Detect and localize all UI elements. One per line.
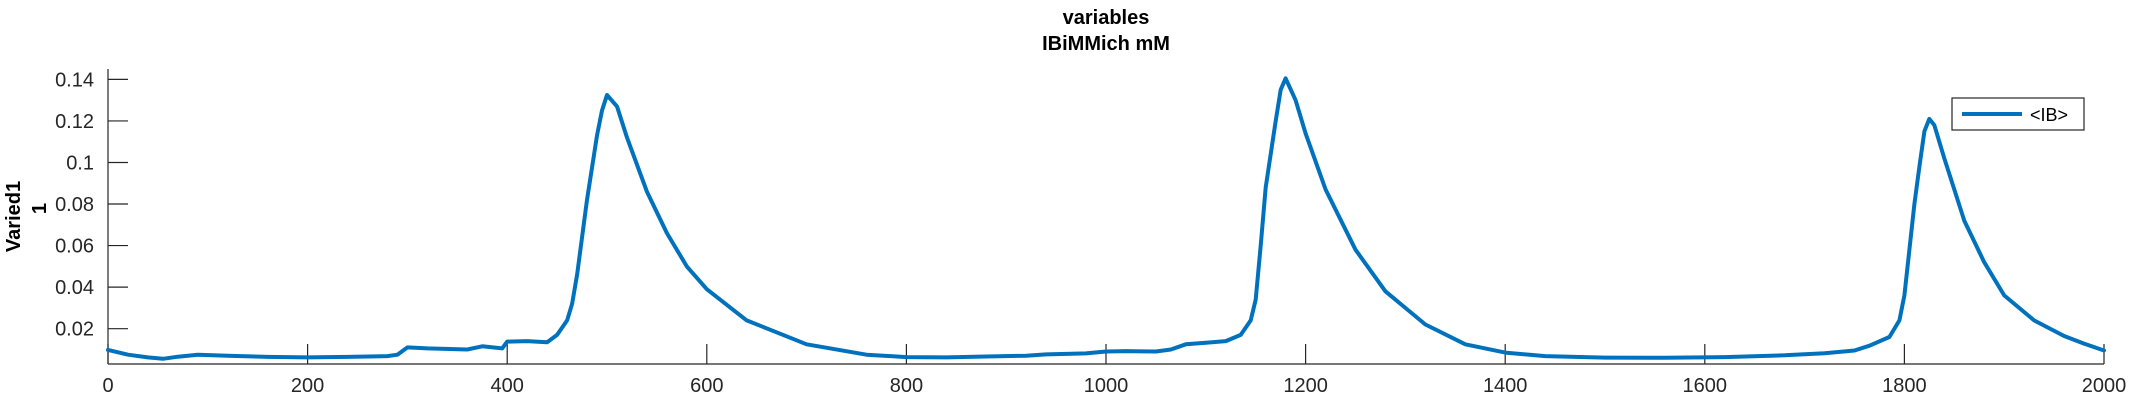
x-tick-label: 0 (102, 375, 113, 397)
legend: <IB> (1951, 97, 2085, 131)
y-tick-label: 0.04 (55, 277, 94, 299)
x-tick-label: 1800 (1882, 375, 1927, 397)
y-tick-label: 0.06 (55, 236, 94, 258)
y-tick-label: 0.14 (55, 69, 94, 91)
x-tick-label: 1200 (1283, 375, 1328, 397)
y-tick-label: 0.1 (66, 152, 94, 174)
chart-title-line1: variables (1063, 7, 1150, 29)
tick-labels: 0 200 400 600 800 1000 1200 1400 1600 1800 2000 0.0… (55, 69, 2126, 397)
legend-label-ib: <IB> (2030, 105, 2068, 125)
axes (107, 69, 2104, 365)
series-line-ib (106, 76, 2106, 361)
x-tick-label: 2000 (2082, 375, 2127, 397)
y-tick-label: 0.12 (55, 111, 94, 133)
x-tick-label: 600 (690, 375, 723, 397)
x-tick-label: 800 (890, 375, 923, 397)
x-tick-label: 1400 (1483, 375, 1528, 397)
x-tick-label: 200 (291, 375, 324, 397)
y-axis-label: Varied1 1 (3, 181, 51, 252)
chart-title-line2: IBiMMich mM (1042, 33, 1170, 55)
tick-marks (107, 78, 2105, 364)
y-axis-label-line1: Varied1 (3, 181, 25, 252)
y-tick-label: 0.02 (55, 319, 94, 341)
x-tick-label: 1600 (1683, 375, 1728, 397)
y-tick-label: 0.08 (55, 194, 94, 216)
x-tick-label: 400 (491, 375, 524, 397)
x-tick-label: 1000 (1084, 375, 1129, 397)
y-axis-label-line2: 1 (29, 203, 51, 214)
